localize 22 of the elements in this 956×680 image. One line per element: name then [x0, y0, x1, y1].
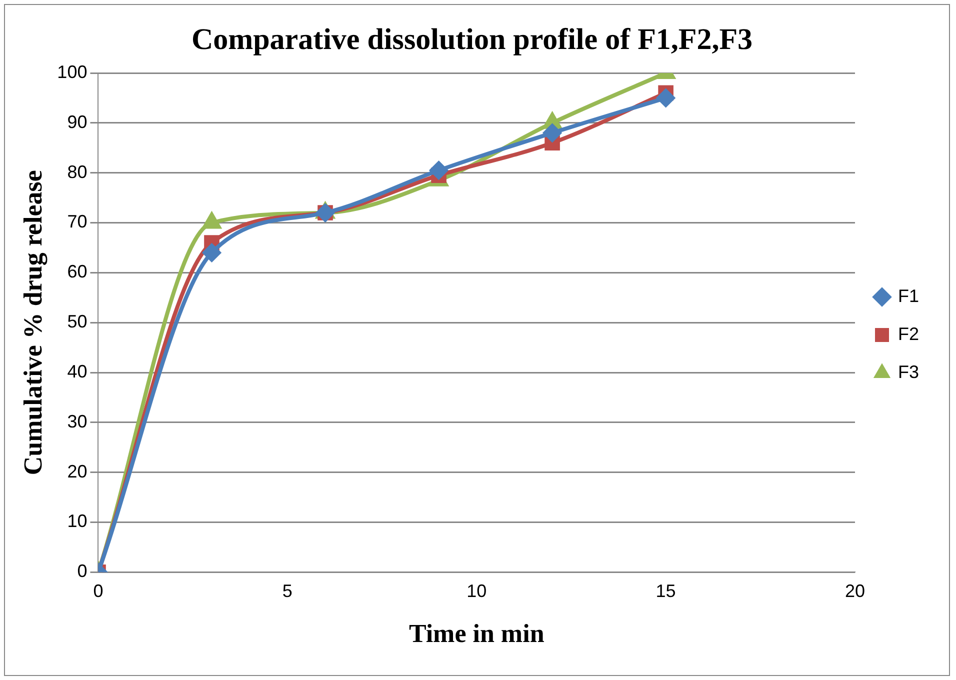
legend-label: F1 — [898, 286, 920, 306]
y-tick-label: 0 — [77, 561, 88, 582]
legend-label: F3 — [898, 362, 920, 382]
y-tick-label: 60 — [67, 262, 88, 282]
chart-title: Comparative dissolution profile of F1,F2,F3 — [191, 22, 753, 56]
y-tick-label: 100 — [57, 62, 88, 82]
y-tick-label: 30 — [67, 411, 88, 432]
y-tick-label: 90 — [67, 112, 88, 132]
x-tick-label: 5 — [282, 580, 292, 601]
x-tick-label: 10 — [466, 580, 487, 601]
x-tick-label: 20 — [844, 580, 866, 601]
y-axis-title: Cumulative % drug release — [18, 170, 48, 476]
x-tick-label: 0 — [93, 580, 104, 601]
y-tick-label: 10 — [67, 511, 88, 532]
y-tick-label: 70 — [67, 212, 88, 232]
legend-label: F2 — [898, 324, 920, 344]
y-tick-label: 80 — [67, 162, 88, 182]
y-tick-label: 50 — [67, 312, 88, 332]
x-tick-label: 15 — [656, 580, 676, 601]
y-tick-label: 40 — [67, 361, 88, 382]
x-axis-title: Time in min — [408, 619, 545, 648]
y-tick-label: 20 — [67, 461, 88, 482]
